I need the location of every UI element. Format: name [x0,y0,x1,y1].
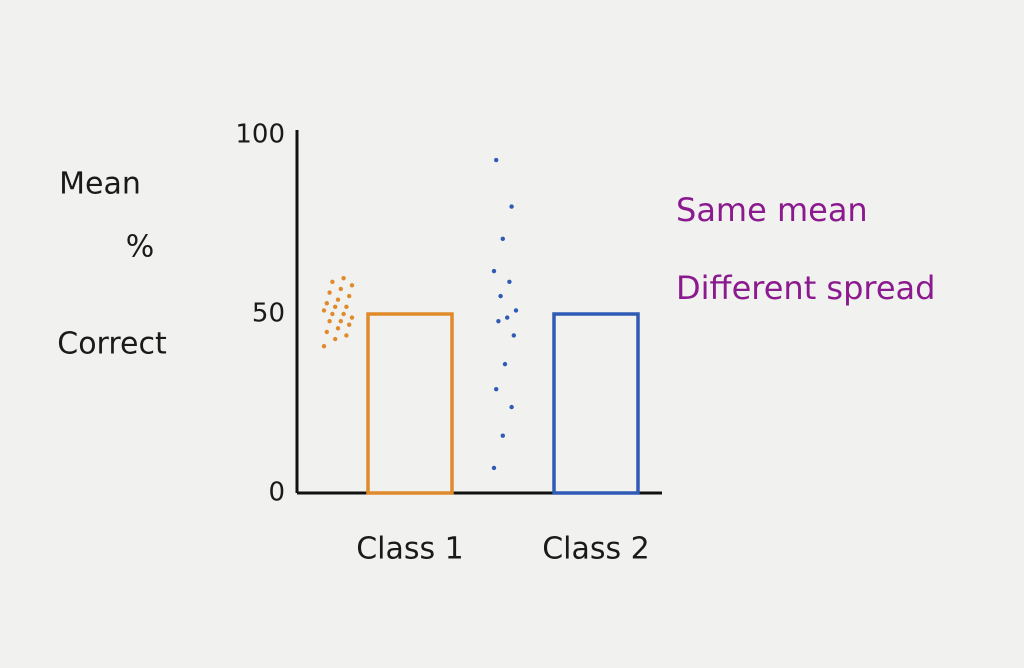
data-dot [321,344,327,349]
data-dot [321,308,327,313]
y-axis-label: Correct [57,327,167,362]
data-dot [500,433,505,438]
data-dot [505,315,510,320]
data-dot [341,311,346,317]
data-dot [513,308,519,313]
data-dot [338,318,343,324]
y-tick-label: 0 [268,478,285,508]
bar [366,312,454,495]
data-dot [324,329,329,335]
data-dot [341,276,346,281]
data-dot [498,293,503,299]
data-dot [327,318,332,324]
annotation: Different spread [676,269,935,307]
data-dot [333,304,338,310]
data-dot [347,293,352,299]
data-dot [494,386,499,392]
data-dot [507,279,512,284]
y-tick-label: 100 [235,120,285,150]
data-dot [324,301,329,306]
data-dot [335,326,341,331]
data-dot [327,290,332,295]
data-dot [491,268,497,274]
y-axis-label: Mean [59,167,141,202]
annotation: Same mean [676,191,868,229]
data-dot [347,322,352,327]
data-dot [349,315,355,320]
bar [552,312,640,495]
data-dot [349,283,355,288]
data-dot [500,236,505,242]
data-dot [338,286,343,292]
data-dot [344,333,349,338]
data-dot [333,336,338,342]
data-dot [330,279,335,284]
y-axis-label: % [126,230,155,265]
data-dot [502,361,508,367]
data-dot [511,333,516,338]
data-dot [491,465,497,471]
data-dot [330,311,335,317]
data-dot [509,204,514,209]
data-dot [335,297,341,302]
x-tick-label: Class 2 [542,532,650,567]
data-dot [496,318,501,324]
data-dot [494,157,499,163]
data-dot [509,404,514,410]
data-dot [344,304,349,310]
x-tick-label: Class 1 [356,532,464,567]
y-tick-label: 50 [252,299,285,329]
